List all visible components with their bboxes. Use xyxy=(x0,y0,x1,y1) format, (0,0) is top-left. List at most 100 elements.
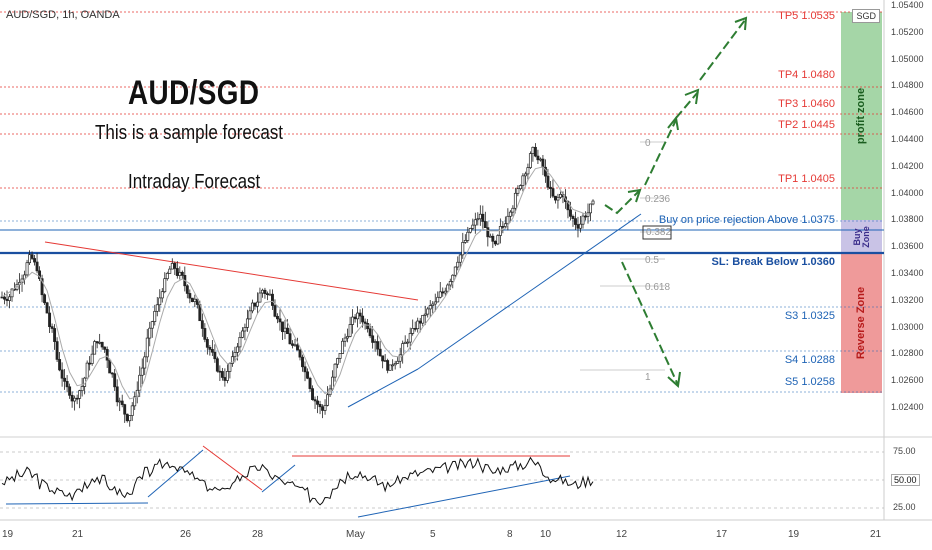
price-tick-label: 1.05400 xyxy=(891,0,924,10)
price-tick-label: 1.05200 xyxy=(891,26,924,37)
candle-body xyxy=(63,377,67,382)
arrow-head-zigzag xyxy=(627,188,642,203)
time-tick-label: 19 xyxy=(788,529,800,540)
candle-body xyxy=(468,228,472,233)
profit-zone-label: profit zone xyxy=(841,12,882,220)
candle-body xyxy=(38,270,42,280)
fib-236-label: 0.236 xyxy=(645,194,671,205)
candle-body xyxy=(426,308,430,315)
price-axis[interactable]: 1.05400 1.05200 1.05000 1.04800 1.04600 1.044… xyxy=(885,0,932,437)
currency-badge[interactable]: SGD xyxy=(852,9,880,23)
candle-body xyxy=(371,335,375,343)
rsi-tick-label: 25.00 xyxy=(893,502,916,512)
candle-body xyxy=(531,146,535,154)
candle-body xyxy=(423,313,427,316)
candle-body xyxy=(393,363,397,366)
candle-body xyxy=(53,328,57,342)
candle-body xyxy=(58,359,62,371)
candle-body xyxy=(453,266,457,276)
candle-body xyxy=(160,291,164,299)
s5-label: S5 1.0258 xyxy=(784,376,835,388)
candle-body xyxy=(481,213,485,222)
rsi-current-badge: 50.00 xyxy=(891,474,920,486)
candle-body xyxy=(180,271,184,276)
candle-body xyxy=(493,240,497,245)
candle-body xyxy=(90,353,94,364)
arrow-head-1 xyxy=(667,115,679,131)
fib-382-label: 0.382 xyxy=(646,227,672,238)
candle-body xyxy=(503,223,507,227)
rsi-axis[interactable]: 75.00 50.00 25.00 xyxy=(885,437,932,520)
moving-average-line xyxy=(1,166,589,400)
time-axis[interactable]: 19 21 26 28 May 5 8 10 12 17 19 21 xyxy=(0,520,884,550)
candle-body xyxy=(486,227,490,238)
price-tick-label: 1.02400 xyxy=(891,402,924,412)
candle-body xyxy=(438,291,442,298)
candle-body xyxy=(491,235,495,242)
candle-body xyxy=(366,323,370,330)
candle-body xyxy=(341,340,345,354)
candle-body xyxy=(448,281,452,286)
arrow-head-down xyxy=(667,371,681,388)
rsi-tick-label: 75.00 xyxy=(893,446,916,456)
candle-body xyxy=(143,356,147,369)
candle-body xyxy=(110,372,114,375)
fib-618-label: 0.618 xyxy=(645,282,671,293)
s3-label: S3 1.0325 xyxy=(784,310,835,322)
candle-body xyxy=(296,344,299,351)
candle-body xyxy=(200,320,204,329)
time-tick-label: 26 xyxy=(180,529,192,540)
buy-label: Buy on price rejection Above 1.0375 xyxy=(658,214,835,226)
candle-body xyxy=(130,405,134,416)
candle-body xyxy=(498,226,502,236)
candle-body xyxy=(218,370,222,373)
sl-label: SL: Break Below 1.0360 xyxy=(711,256,835,268)
candle-body xyxy=(185,285,189,294)
price-tick-label: 1.03400 xyxy=(891,268,924,278)
candle-body xyxy=(250,302,254,312)
candle-body xyxy=(421,314,425,324)
candle-body xyxy=(416,320,420,330)
rsi-trend-3 xyxy=(202,445,263,491)
arrow-heads xyxy=(627,16,748,388)
candle-body xyxy=(318,404,322,408)
candle-body xyxy=(576,224,580,229)
fib-0-label: 0 xyxy=(645,138,651,149)
buy-zone-text: Buy Zone xyxy=(851,225,871,248)
candlestick-series xyxy=(0,143,595,427)
s4-label: S4 1.0288 xyxy=(784,354,835,366)
candle-body xyxy=(516,188,520,194)
candle-body xyxy=(45,302,49,314)
candle-body xyxy=(266,293,269,295)
price-tick-label: 1.04200 xyxy=(891,160,924,171)
tp4-label: TP4 1.0480 xyxy=(778,69,835,81)
candle-body xyxy=(188,293,192,299)
candle-body xyxy=(28,254,31,264)
candle-body xyxy=(351,316,355,325)
candle-body xyxy=(303,366,307,373)
candle-body xyxy=(215,358,219,372)
candle-body xyxy=(8,296,11,301)
candle-body xyxy=(273,305,277,317)
support-trendline-1 xyxy=(347,368,419,408)
buy-zone-label: Buy Zone xyxy=(841,220,882,253)
candle-body xyxy=(546,175,550,188)
candle-body xyxy=(158,297,162,306)
candle-body xyxy=(536,155,540,161)
candle-body xyxy=(240,330,244,338)
candle-body xyxy=(301,356,304,368)
time-tick-label: 5 xyxy=(430,529,436,540)
candle-body xyxy=(118,400,122,403)
candle-body xyxy=(43,294,47,304)
candle-body xyxy=(433,301,437,305)
candle-body xyxy=(388,364,392,371)
candle-body xyxy=(356,312,360,320)
candle-body xyxy=(293,344,297,347)
candle-body xyxy=(0,296,4,299)
candle-body xyxy=(506,215,510,225)
candle-body xyxy=(100,341,104,348)
candle-body xyxy=(331,376,335,390)
rsi-trend-2 xyxy=(147,449,204,498)
